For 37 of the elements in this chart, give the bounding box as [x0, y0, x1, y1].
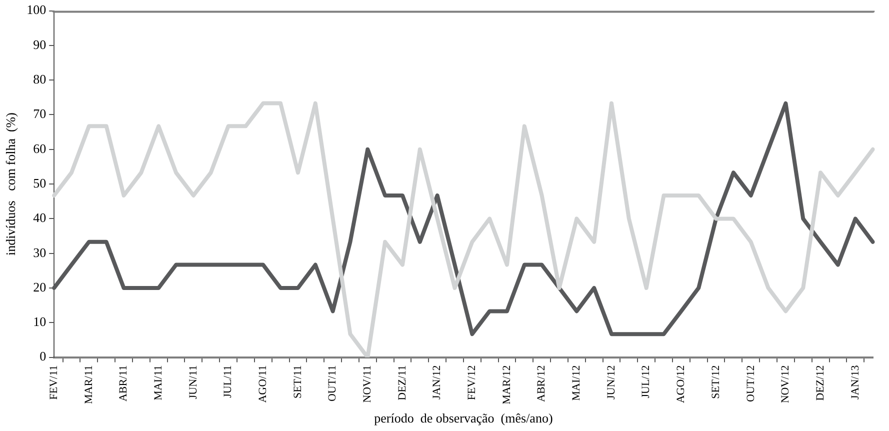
y-tick-label: 50	[33, 175, 46, 190]
x-tick-label: MAR/12	[500, 365, 513, 404]
y-tick-label: 70	[33, 106, 46, 122]
y-tick-label: 30	[33, 244, 46, 260]
x-tick-label: JAN/12	[431, 365, 444, 400]
y-tick-label: 0	[40, 348, 46, 364]
y-tick-label: 90	[33, 36, 46, 52]
x-tick-label: MAI/12	[570, 365, 583, 401]
y-tick-label: 40	[33, 210, 46, 226]
x-tick-label: MAR/11	[82, 365, 95, 404]
x-tick-label: JUL/11	[222, 365, 234, 398]
x-tick-label: FEV/11	[48, 365, 60, 400]
x-tick-label: ABR/12	[536, 365, 548, 402]
x-tick-label: JUL/12	[640, 365, 652, 398]
x-tick-label: DEZ/12	[814, 365, 826, 401]
x-axis-title: período de observação (mês/ano)	[374, 410, 553, 426]
x-tick-label: JUN/12	[605, 365, 618, 400]
x-tick-label: AGO/12	[675, 365, 688, 404]
x-tick-label: OUT/12	[744, 365, 757, 402]
x-tick-label: FEV/12	[466, 365, 478, 400]
y-tick-label: 10	[33, 314, 46, 330]
y-tick-label: 80	[33, 72, 46, 87]
x-tick-label: NOV/12	[780, 365, 792, 404]
x-tick-label: DEZ/11	[396, 365, 408, 400]
x-tick-label: NOV/11	[362, 365, 374, 403]
x-tick-label: JUN/11	[187, 365, 200, 400]
x-tick-label: AGO/11	[257, 365, 270, 403]
x-tick-label: ABR/11	[118, 365, 130, 402]
y-axis-title: indivíduos com folha (%)	[3, 112, 18, 256]
y-tick-label: 60	[33, 140, 46, 156]
x-tick-label: MAI/11	[152, 365, 165, 400]
x-tick-label: OUT/11	[326, 365, 339, 402]
x-tick-label: JAN/13	[849, 364, 862, 400]
x-tick-label: SET/11	[292, 365, 304, 398]
x-tick-label: SET/12	[710, 365, 722, 399]
y-tick-label: 100	[26, 2, 46, 18]
y-tick-label: 20	[33, 279, 46, 294]
